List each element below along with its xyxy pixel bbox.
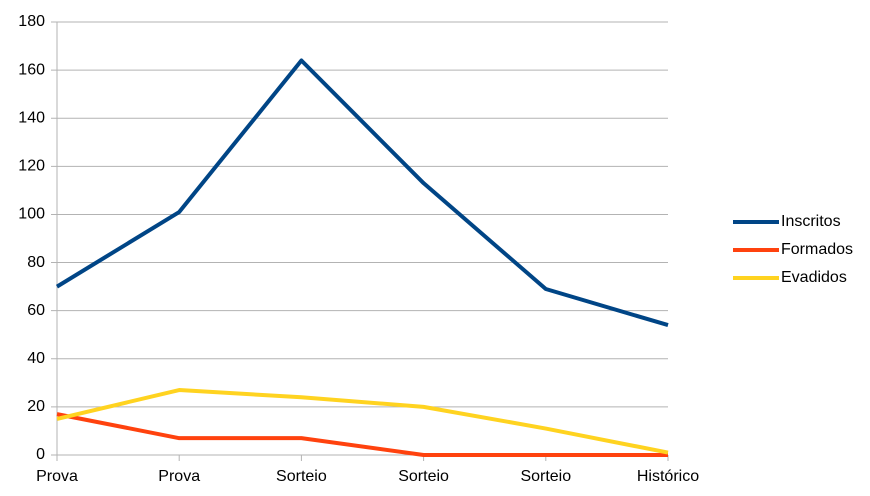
y-tick-label: 20 xyxy=(27,398,45,415)
series-line xyxy=(55,58,669,328)
y-tick-label: 80 xyxy=(27,254,45,271)
x-tick-label: Prova xyxy=(158,468,200,485)
y-tick-label: 100 xyxy=(18,206,45,223)
series-line xyxy=(56,388,669,455)
x-tick-label: Sorteio xyxy=(398,468,449,485)
series-line xyxy=(56,412,668,457)
legend-label: Evadidos xyxy=(781,269,847,286)
x-tick-label: Sorteio xyxy=(520,468,571,485)
x-tick-label: Prova xyxy=(36,468,78,485)
legend-label: Inscritos xyxy=(781,213,841,230)
x-tick-label: Histórico xyxy=(637,468,699,485)
y-tick-label: 0 xyxy=(36,446,45,463)
x-tick-label: Sorteio xyxy=(276,468,327,485)
y-tick-label: 120 xyxy=(18,158,45,175)
y-tick-label: 140 xyxy=(18,109,45,126)
y-tick-label: 40 xyxy=(27,350,45,367)
y-tick-label: 160 xyxy=(18,61,45,78)
y-tick-label: 180 xyxy=(18,13,45,30)
legend-label: Formados xyxy=(781,241,853,258)
y-tick-label: 60 xyxy=(27,302,45,319)
